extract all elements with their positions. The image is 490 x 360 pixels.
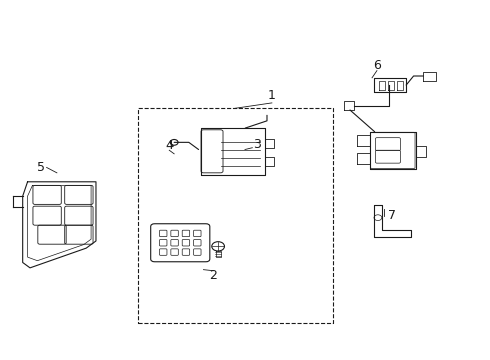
Bar	[138, 108, 333, 323]
Text: 1: 1	[268, 89, 276, 102]
Text: 3: 3	[253, 138, 261, 150]
Text: 2: 2	[209, 269, 217, 282]
Text: 5: 5	[37, 161, 45, 174]
Text: 6: 6	[373, 59, 381, 72]
Text: 4: 4	[165, 139, 173, 152]
Text: 7: 7	[388, 210, 395, 222]
